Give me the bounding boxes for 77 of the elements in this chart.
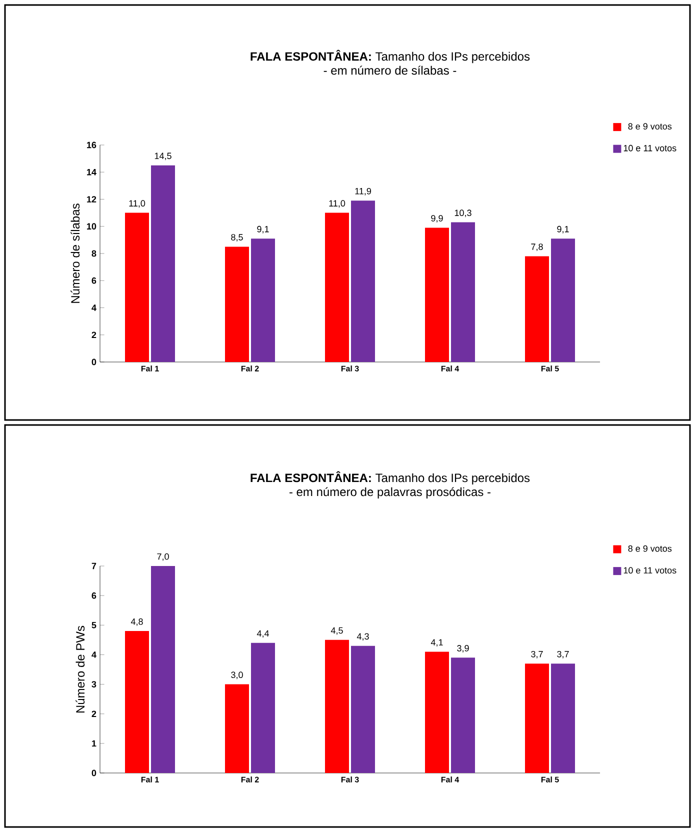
bar: [251, 642, 275, 773]
y-axis-title: Número de sílabas: [70, 204, 80, 303]
bar: [151, 165, 175, 362]
x-tick-label: Fal 1: [141, 366, 159, 372]
data-label: 8,5: [231, 234, 243, 242]
y-tick-label: 6: [92, 592, 96, 599]
y-tick-label: 7: [92, 562, 96, 570]
y-tick-label: 2: [92, 710, 96, 717]
data-label: 4,1: [430, 639, 443, 647]
x-tick-label: Fal 3: [341, 366, 359, 372]
data-label: 4,4: [256, 630, 269, 638]
y-tick-label: 6: [92, 277, 96, 284]
bar: [525, 256, 549, 362]
x-tick-label: Fal 5: [541, 776, 559, 782]
legend-label: 10 e 11 votos: [624, 144, 676, 152]
y-tick-label: 3: [92, 681, 96, 688]
data-label: 4,5: [330, 627, 343, 635]
data-label: 9,1: [257, 226, 269, 234]
chart-subtitle: - em número de sílabas -: [324, 66, 456, 75]
bar: [225, 246, 249, 362]
y-tick-label: 2: [92, 332, 96, 338]
chart-title: FALA ESPONTÂNEA: Tamanho dos IPs percebidos: [250, 50, 530, 64]
chart-subtitle: - em número de palavras prosódicas -: [289, 487, 490, 499]
y-tick-label: 4: [92, 652, 96, 658]
y-tick-label: 12: [87, 196, 96, 202]
bar: [425, 652, 449, 773]
y-tick-label: 16: [87, 142, 96, 148]
bar: [325, 212, 349, 362]
data-label: 14,5: [154, 152, 172, 160]
y-tick-label: 0: [92, 770, 96, 776]
bar: [450, 222, 475, 362]
data-label: 3,9: [457, 645, 469, 652]
data-label: 3,7: [557, 650, 569, 658]
legend-label: 10 e 11 votos: [624, 567, 676, 574]
data-label: 11,0: [129, 200, 146, 208]
bar: [125, 631, 149, 773]
data-label: 9,9: [431, 215, 443, 223]
data-label: 11,0: [329, 200, 346, 208]
x-tick-label: Fal 3: [341, 776, 359, 782]
bar: [350, 646, 375, 773]
x-tick-label: Fal 2: [241, 776, 259, 782]
legend-label: 8 e 9 votos: [628, 123, 672, 130]
y-tick-label: 1: [92, 740, 96, 747]
y-tick-label: 0: [92, 358, 96, 366]
bar: [151, 566, 175, 773]
x-tick-label: Fal 4: [441, 366, 460, 372]
y-axis-title: Número de PWs: [76, 626, 85, 713]
chart-title: FALA ESPONTÂNEA: Tamanho dos IPs percebidos: [250, 471, 530, 485]
x-tick-label: Fal 4: [441, 776, 460, 782]
x-tick-label: Fal 2: [241, 366, 259, 372]
data-label: 11,9: [355, 188, 371, 196]
bar: [224, 684, 249, 773]
data-label: 3,7: [531, 650, 543, 658]
bar: [125, 212, 149, 362]
bar: [251, 238, 275, 362]
bar: [450, 658, 475, 773]
bar: [524, 664, 549, 773]
y-tick-label: 14: [87, 169, 96, 176]
y-tick-label: 4: [92, 304, 96, 311]
data-label: 9,1: [557, 226, 569, 234]
x-tick-label: Fal 1: [141, 776, 159, 782]
data-label: 10,3: [454, 210, 472, 218]
x-tick-label: Fal 5: [541, 366, 559, 372]
y-tick-label: 8: [92, 250, 96, 257]
legend-label: 8 e 9 votos: [628, 545, 672, 552]
data-label: 7,0: [157, 553, 169, 561]
bar: [551, 664, 575, 773]
data-label: 3,0: [231, 672, 243, 680]
bar: [325, 640, 349, 773]
bar: [351, 200, 375, 362]
data-label: 7,8: [531, 244, 543, 251]
data-label: 4,3: [356, 633, 369, 641]
y-tick-label: 10: [87, 223, 96, 230]
data-label: 4,8: [130, 618, 143, 626]
y-tick-label: 5: [92, 622, 96, 628]
bar: [551, 238, 575, 362]
bar: [425, 228, 449, 362]
